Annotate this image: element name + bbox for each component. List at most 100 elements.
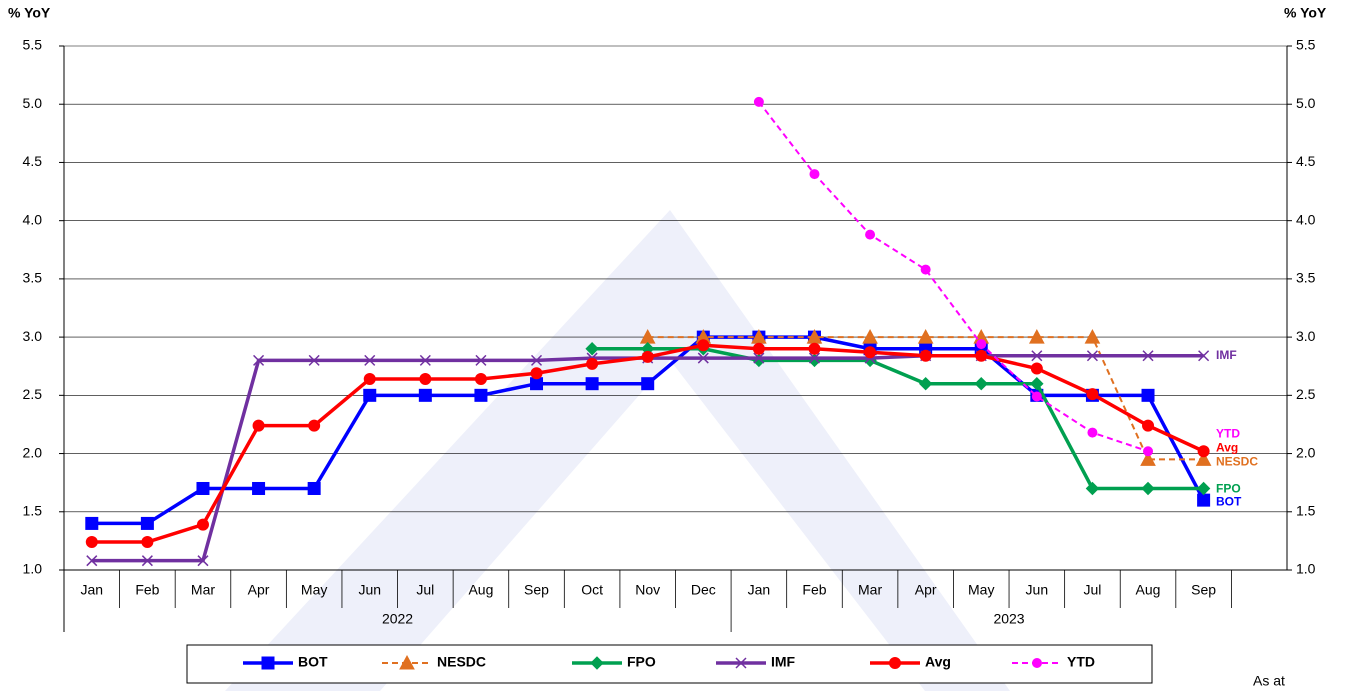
y2-tick-label: 1.0 bbox=[1296, 561, 1316, 577]
marker bbox=[889, 657, 901, 669]
end-label: YTD bbox=[1216, 426, 1240, 440]
marker bbox=[917, 329, 934, 344]
marker bbox=[308, 419, 321, 432]
marker bbox=[864, 346, 877, 359]
marker bbox=[363, 388, 377, 402]
marker bbox=[735, 657, 747, 669]
marker bbox=[1085, 481, 1100, 496]
marker bbox=[585, 377, 599, 391]
x-group-label: 2023 bbox=[993, 611, 1024, 627]
y2-tick-label: 3.0 bbox=[1296, 328, 1316, 344]
marker bbox=[399, 654, 415, 670]
x-tick-label: Nov bbox=[635, 582, 660, 598]
marker bbox=[141, 536, 154, 549]
marker bbox=[530, 377, 544, 391]
marker bbox=[1086, 388, 1099, 401]
legend-item: Avg bbox=[870, 654, 951, 670]
y2-tick-label: 4.0 bbox=[1296, 211, 1316, 227]
marker bbox=[364, 354, 376, 366]
marker bbox=[1032, 658, 1042, 668]
marker bbox=[809, 169, 820, 180]
x-tick-label: Jun bbox=[1026, 582, 1049, 598]
x-tick-label: May bbox=[301, 582, 327, 598]
y2-tick-label: 2.5 bbox=[1296, 386, 1316, 402]
marker bbox=[586, 357, 599, 370]
marker bbox=[1031, 350, 1043, 362]
x-tick-label: Aug bbox=[468, 582, 493, 598]
marker bbox=[920, 264, 931, 275]
legend-label: FPO bbox=[627, 654, 656, 670]
y2-tick-label: 5.0 bbox=[1296, 95, 1316, 111]
marker bbox=[976, 339, 987, 350]
x-tick-label: Mar bbox=[858, 582, 882, 598]
marker bbox=[641, 350, 654, 363]
y-tick-label: 3.5 bbox=[23, 270, 43, 286]
x-tick-label: Mar bbox=[191, 582, 215, 598]
marker bbox=[85, 516, 99, 530]
marker bbox=[585, 342, 599, 356]
x-tick-label: Sep bbox=[1191, 582, 1216, 598]
marker bbox=[196, 481, 210, 495]
y2-tick-label: 3.5 bbox=[1296, 270, 1316, 286]
legend-item: IMF bbox=[716, 654, 796, 670]
marker bbox=[197, 555, 209, 567]
x-tick-label: Oct bbox=[581, 582, 603, 598]
marker bbox=[308, 354, 320, 366]
marker bbox=[697, 352, 709, 364]
marker bbox=[1196, 481, 1211, 496]
marker bbox=[1142, 419, 1155, 432]
x-tick-label: Feb bbox=[802, 582, 826, 598]
marker bbox=[1143, 446, 1154, 457]
legend-box bbox=[186, 644, 1153, 684]
legend-item: YTD bbox=[1012, 654, 1095, 670]
marker bbox=[865, 229, 876, 240]
marker bbox=[253, 354, 265, 366]
x-group-label: 2022 bbox=[382, 611, 413, 627]
marker bbox=[261, 656, 275, 670]
marker bbox=[140, 516, 154, 530]
end-label: FPO bbox=[1216, 482, 1241, 496]
x-tick-label: Sep bbox=[524, 582, 549, 598]
legend-item: NESDC bbox=[382, 654, 486, 670]
marker bbox=[1087, 427, 1098, 438]
watermark bbox=[225, 210, 1010, 691]
marker bbox=[753, 96, 764, 107]
x-tick-label: Aug bbox=[1136, 582, 1161, 598]
marker bbox=[753, 352, 765, 364]
marker bbox=[141, 555, 153, 567]
end-label: BOT bbox=[1216, 494, 1242, 508]
x-tick-label: Jun bbox=[358, 582, 381, 598]
marker bbox=[1086, 350, 1098, 362]
marker bbox=[1141, 388, 1155, 402]
marker bbox=[752, 342, 765, 355]
y2-tick-label: 5.5 bbox=[1296, 37, 1316, 53]
y-tick-label: 1.5 bbox=[23, 502, 43, 518]
marker bbox=[1141, 481, 1155, 496]
marker bbox=[1140, 451, 1156, 466]
marker bbox=[918, 376, 933, 391]
y2-tick-label: 1.5 bbox=[1296, 502, 1316, 518]
marker bbox=[474, 373, 487, 386]
y2-axis-title: % YoY bbox=[1284, 5, 1327, 21]
marker bbox=[1031, 391, 1042, 402]
marker bbox=[86, 555, 98, 567]
series-line bbox=[647, 336, 1204, 461]
marker bbox=[1084, 329, 1101, 344]
end-label: Avg bbox=[1216, 440, 1238, 454]
marker bbox=[252, 419, 265, 432]
y2-tick-label: 4.5 bbox=[1296, 153, 1316, 169]
x-tick-label: Jan bbox=[748, 582, 771, 598]
marker bbox=[590, 656, 604, 670]
marker bbox=[1195, 451, 1212, 466]
legend-label: BOT bbox=[298, 654, 328, 670]
x-tick-label: May bbox=[968, 582, 994, 598]
marker bbox=[1030, 376, 1044, 391]
marker bbox=[1142, 350, 1154, 362]
marker bbox=[419, 373, 432, 386]
marker bbox=[697, 339, 710, 352]
legend-label: Avg bbox=[925, 654, 951, 670]
marker bbox=[641, 377, 655, 391]
marker bbox=[363, 373, 376, 386]
marker bbox=[1198, 350, 1210, 362]
